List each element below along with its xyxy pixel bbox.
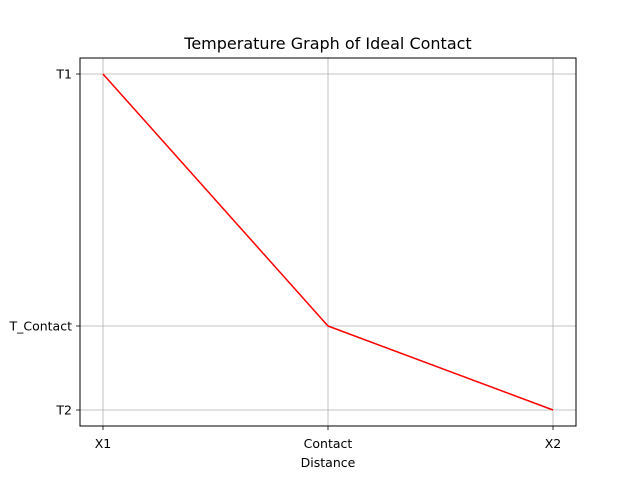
grid-lines [80,58,576,426]
temperature-series-line [102,73,554,411]
x-tick-label: X1 [95,436,112,451]
series-lines [102,73,554,411]
y-tick-label: T_Contact [8,319,72,334]
x-axis-label: Distance [301,455,356,470]
chart-title: Temperature Graph of Ideal Contact [183,34,471,53]
x-tick-label: Contact [304,436,353,451]
y-axis-ticks: T2 T_Contact T1 [8,67,80,418]
x-tick-label: X2 [545,436,562,451]
y-tick-label: T1 [55,67,72,82]
x-axis-ticks: X1 Contact X2 [95,426,562,451]
y-tick-label: T2 [55,403,72,418]
